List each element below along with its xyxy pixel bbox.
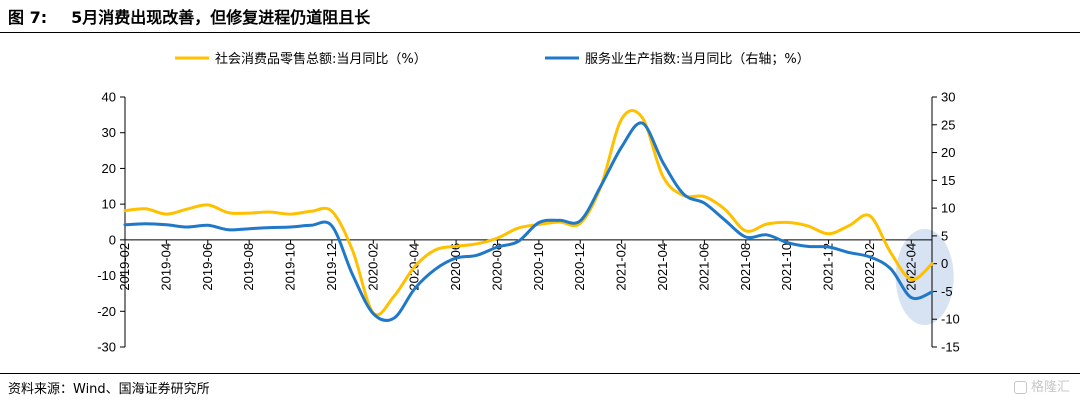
right-tick-label: 0: [941, 256, 948, 271]
x-tick-label: 2019-04: [158, 243, 173, 291]
legend-label: 服务业生产指数:当月同比（右轴；%）: [585, 51, 810, 67]
x-tick-label: 2021-10: [779, 243, 794, 291]
figure-title-text: 5月消费出现改善，但修复进程仍道阻且长: [71, 8, 371, 27]
x-tick-label: 2022-04: [903, 243, 918, 291]
series-line-retail-sales: [123, 109, 934, 317]
right-tick-label: 5: [941, 228, 948, 243]
left-tick-label: -10: [97, 268, 116, 283]
x-tick-label: 2020-08: [489, 243, 504, 291]
watermark-logo-icon: [1013, 381, 1027, 394]
right-tick-label: 25: [941, 117, 955, 132]
x-tick-label: 2019-12: [324, 243, 339, 291]
axes-layer: -30 -20 -10 0 10 20 30 40 -15 -10 -5 0 5 10 15 20 25 30 20…: [97, 90, 960, 355]
legend: 社会消费品零售总额:当月同比（%） 服务业生产指数:当月同比（右轴；%）: [175, 51, 810, 67]
left-tick-label: -20: [97, 304, 116, 319]
highlight-layer: [895, 229, 954, 325]
right-tick-label: -15: [941, 340, 960, 355]
x-tick-label: 2021-02: [614, 243, 629, 291]
x-tick-label: 2019-10: [283, 243, 298, 291]
x-tick-label: 2020-12: [572, 243, 587, 291]
right-tick-label: -10: [941, 312, 960, 327]
x-tick-label: 2021-12: [821, 243, 836, 291]
left-tick-label: -30: [97, 340, 116, 355]
left-tick-label: 40: [102, 90, 116, 105]
right-tick-label: -5: [941, 284, 953, 299]
right-tick-label: 20: [941, 145, 955, 160]
x-tick-label: 2022-02: [862, 243, 877, 291]
x-tick-label: 2021-08: [738, 243, 753, 291]
right-tick-label: 30: [941, 90, 955, 105]
x-tick-label: 2019-08: [241, 243, 256, 291]
series-layer: [123, 109, 934, 322]
x-tick-label: 2020-10: [531, 243, 546, 291]
watermark: 格隆汇: [1013, 376, 1070, 395]
left-tick-label: 20: [102, 161, 116, 176]
x-tick-label: 2019-06: [200, 243, 215, 291]
left-tick-label: 10: [102, 197, 116, 212]
right-tick-label: 15: [941, 173, 955, 188]
source-note: 资料来源：Wind、国海证券研究所: [8, 382, 210, 397]
x-tick-label: 2020-06: [448, 243, 463, 291]
series-line-services-index: [123, 121, 934, 322]
x-tick-label: 2019-02: [117, 243, 132, 291]
figure-number: 图 7:: [8, 8, 48, 27]
right-tick-label: 10: [941, 201, 955, 216]
figure-title: 图 7: 5月消费出现改善，但修复进程仍道阻且长: [8, 6, 370, 30]
highlight-ellipse: [895, 229, 954, 325]
x-tick-label: 2021-04: [655, 243, 670, 291]
bottom-rule: [0, 373, 1080, 374]
legend-label: 社会消费品零售总额:当月同比（%）: [215, 51, 427, 67]
x-tick-label: 2021-06: [696, 243, 711, 291]
top-rule: [0, 32, 1080, 33]
left-tick-label: 30: [102, 125, 116, 140]
x-tick-label: 2020-02: [365, 243, 380, 291]
watermark-text: 格隆汇: [1030, 380, 1070, 395]
left-tick-label: 0: [109, 232, 116, 247]
